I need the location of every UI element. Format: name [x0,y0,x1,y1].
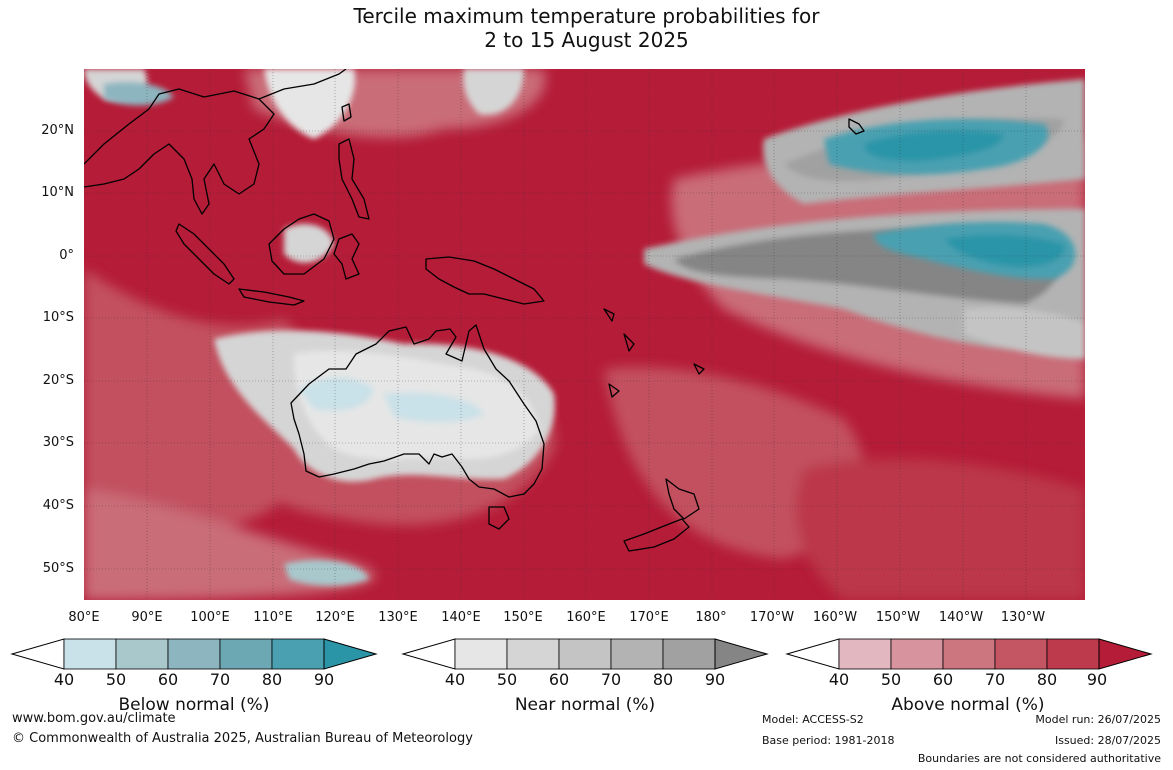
australia-coastline [290,324,545,498]
lon-label-150e: 150°E [503,610,543,625]
map-title-line2: 2 to 15 August 2025 [484,28,689,52]
colorbar-below-tick-40: 40 [53,670,75,689]
colorbar-above-tick-50: 50 [880,670,902,689]
lon-label-150w: 150°W [875,610,921,625]
colorbar-above-normal [785,638,1153,670]
lat-label-10s: 10°S [42,310,74,325]
new-guinea-coastline [425,256,545,305]
lon-label-90e: 90°E [131,610,163,625]
coastlines [84,69,865,552]
probability-map [84,69,1085,600]
lon-label-170e: 170°E [629,610,669,625]
lon-label-180: 180° [695,610,727,625]
footer-model: Model: ACCESS-S2 [762,713,864,726]
colorbar-above-tick-80: 80 [1036,670,1058,689]
china-coastline [258,69,347,100]
colorbar-below-title: Below normal (%) [118,695,270,715]
footer-base-period: Base period: 1981-2018 [762,734,895,747]
sumatra-coastline [175,223,235,285]
lon-label-120e: 120°E [315,610,355,625]
colorbar-near-title: Near normal (%) [514,695,656,715]
colorbar-near-tick-60: 60 [548,670,570,689]
lon-label-130w: 130°W [1000,610,1046,625]
lon-label-160e: 160°E [566,610,606,625]
colorbar-near-tick-90: 90 [704,670,726,689]
java-coastline [238,288,305,306]
lon-label-80e: 80°E [68,610,100,625]
se-asia-coastline [84,88,275,215]
colorbar-above-title: Above normal (%) [891,695,1045,715]
lat-label-30s: 30°S [42,435,74,450]
lat-label-40s: 40°S [42,498,74,513]
map-title-line1: Tercile maximum temperature probabilitie… [353,4,820,28]
colorbar-above-tick-60: 60 [932,670,954,689]
lon-label-130e: 130°E [378,610,418,625]
lon-label-100e: 100°E [190,610,230,625]
colorbar-above-tick-70: 70 [984,670,1006,689]
lat-label-10n: 10°N [41,185,74,200]
lon-label-170w: 170°W [749,610,795,625]
colorbar-below-tick-90: 90 [313,670,335,689]
lat-label-50s: 50°S [42,561,74,576]
tasmania-coastline [488,506,510,530]
footer-boundaries-note: Boundaries are not considered authoritat… [917,752,1161,765]
lon-label-110e: 110°E [253,610,293,625]
sulawesi-coastline [333,233,360,280]
new-zealand-north-coastline [665,478,700,520]
colorbar-below-tick-60: 60 [157,670,179,689]
philippines-coastline [338,138,370,220]
taiwan-coastline [341,103,352,122]
colorbar-below-normal [10,638,378,670]
colorbar-near-tick-50: 50 [496,670,518,689]
lon-label-140e: 140°E [441,610,481,625]
colorbar-near-tick-40: 40 [444,670,466,689]
colorbar-below-tick-80: 80 [261,670,283,689]
footer-issued: Issued: 28/07/2025 [1054,734,1161,747]
footer-copyright: © Commonwealth of Australia 2025, Austra… [12,731,473,746]
lat-label-20s: 20°S [42,373,74,388]
footer-model-run: Model run: 26/07/2025 [1035,713,1161,726]
colorbar-below-tick-50: 50 [105,670,127,689]
hawaii-coastline [848,118,865,135]
borneo-coastline [268,213,335,275]
colorbar-near-tick-70: 70 [600,670,622,689]
lat-label-equator: 0° [59,248,74,263]
colorbar-below-tick-70: 70 [209,670,231,689]
new-zealand-south-coastline [623,518,690,552]
graticule [84,69,1085,600]
lat-label-20n: 20°N [41,123,74,138]
map-title: Tercile maximum temperature probabilitie… [0,4,1173,52]
lon-label-140w: 140°W [938,610,984,625]
colorbar-near-normal [401,638,769,670]
colorbar-near-tick-80: 80 [652,670,674,689]
colorbar-above-tick-90: 90 [1086,670,1108,689]
lon-label-160w: 160°W [812,610,858,625]
colorbar-above-tick-40: 40 [828,670,850,689]
below-normal-zones [104,82,1076,586]
footer-url: www.bom.gov.au/climate [12,711,176,726]
